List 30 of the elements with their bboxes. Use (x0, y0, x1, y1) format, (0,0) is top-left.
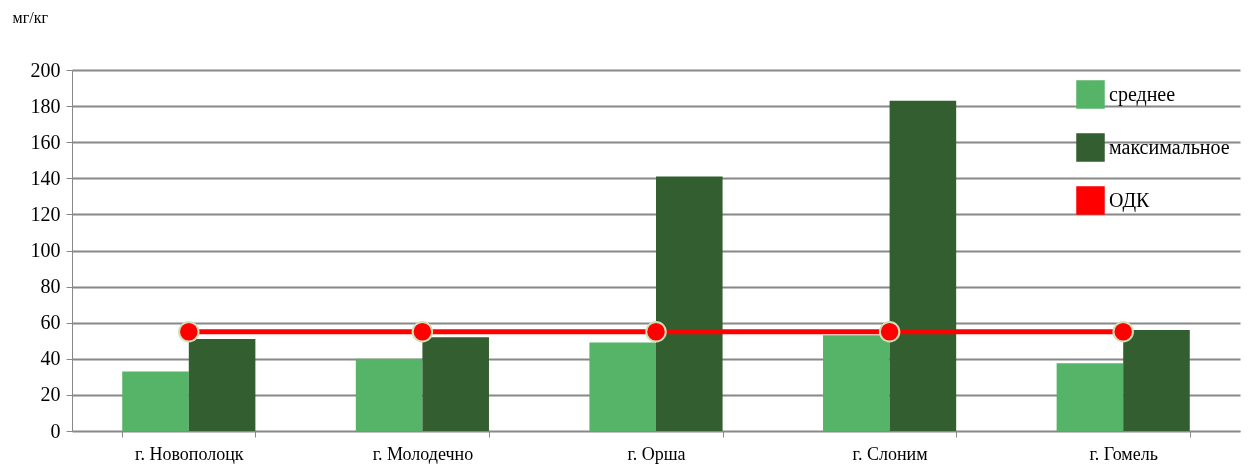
y-tick-label: 60 (40, 311, 61, 334)
y-tick-label: 160 (30, 130, 61, 153)
x-tick-label: г. Орша (627, 443, 686, 464)
x-tick-label: г. Молодечно (372, 443, 474, 464)
bar (589, 342, 656, 431)
y-tick-label: 100 (30, 239, 61, 261)
bar (1123, 329, 1190, 431)
y-axis-title: мг/кг (12, 8, 49, 26)
bar (889, 100, 957, 431)
y-tick-label: 180 (30, 94, 61, 117)
x-tick-label: г. Слоним (852, 443, 928, 464)
legend-label: ОДК (1109, 188, 1151, 212)
legend-label: среднее (1109, 82, 1176, 106)
bar (823, 335, 890, 431)
bar (656, 176, 723, 431)
bar (355, 358, 423, 431)
y-tick-label: 80 (40, 275, 61, 298)
y-tick-label: 20 (40, 383, 61, 406)
y-tick-label: 40 (40, 347, 61, 370)
bar (422, 337, 489, 431)
bar (1056, 363, 1124, 431)
x-tick-label: г. Гомель (1089, 443, 1158, 464)
bar (122, 371, 189, 431)
y-tick-label: 200 (30, 58, 61, 81)
y-tick-label: 140 (30, 166, 61, 189)
bar (188, 338, 256, 431)
y-tick-label: 120 (30, 202, 61, 225)
y-tick-label: 0 (50, 419, 61, 442)
legend-label: максимальное (1109, 135, 1230, 158)
x-tick-label: г. Новополоцк (135, 443, 244, 464)
